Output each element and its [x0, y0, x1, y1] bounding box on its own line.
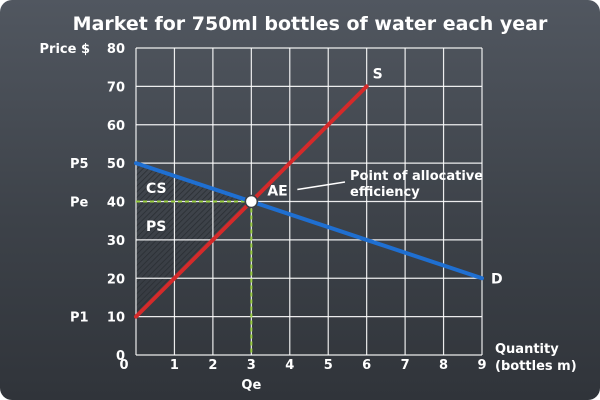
y-tick-label: 70 — [107, 80, 125, 95]
x-tick-label: 6 — [362, 358, 371, 373]
producer-surplus-label: PS — [146, 219, 166, 235]
y-tick-label: 20 — [107, 272, 125, 287]
demand-label: D — [491, 271, 503, 287]
supply-label: S — [373, 66, 383, 82]
equilibrium-guides — [136, 200, 253, 355]
price-label: P1 — [70, 311, 89, 326]
y-tick-label: 40 — [107, 196, 125, 211]
y-tick-label: 30 — [107, 234, 125, 249]
annotation-line-1: Point of allocative — [350, 169, 483, 184]
y-tick-label: 0 — [116, 349, 125, 364]
equilibrium-label: AE — [267, 184, 287, 200]
grid — [135, 47, 483, 356]
x-tick-label: 1 — [170, 358, 179, 373]
y-tick-label: 10 — [107, 311, 125, 326]
equilibrium-point — [244, 194, 259, 209]
demand-line — [134, 161, 484, 281]
y-tick-label: 80 — [107, 42, 125, 57]
annotation-line-2: efficiency — [350, 185, 420, 200]
x-tick-label: 8 — [439, 358, 448, 373]
x-tick-label: 9 — [477, 358, 486, 373]
annotation-pointer — [297, 181, 346, 191]
y-tick-label: 50 — [107, 157, 125, 172]
x-axis-label-unit: (bottles m) — [495, 359, 577, 374]
chart-title: Market for 750ml bottles of water each y… — [73, 13, 548, 35]
x-tick-label: 0 — [119, 358, 128, 373]
x-tick-label: 4 — [285, 358, 294, 373]
quantity-label: Qe — [241, 378, 261, 393]
series-lines — [134, 84, 484, 319]
chart-labels: 0 10 20 30 40 50 60 70 80 0 1 2 3 4 5 6 7 8 9 Price $ Quanti… — [40, 42, 577, 393]
consumer-surplus-label: CS — [146, 181, 167, 197]
x-tick-label: 3 — [247, 358, 256, 373]
price-label: Pe — [70, 196, 89, 211]
price-label: P5 — [70, 157, 89, 172]
x-tick-label: 2 — [208, 358, 217, 373]
y-tick-label: 60 — [107, 119, 125, 134]
x-tick-label: 5 — [324, 358, 333, 373]
x-tick-label: 7 — [401, 358, 410, 373]
x-axis-label: Quantity — [495, 342, 559, 357]
y-axis-label: Price $ — [40, 42, 91, 57]
